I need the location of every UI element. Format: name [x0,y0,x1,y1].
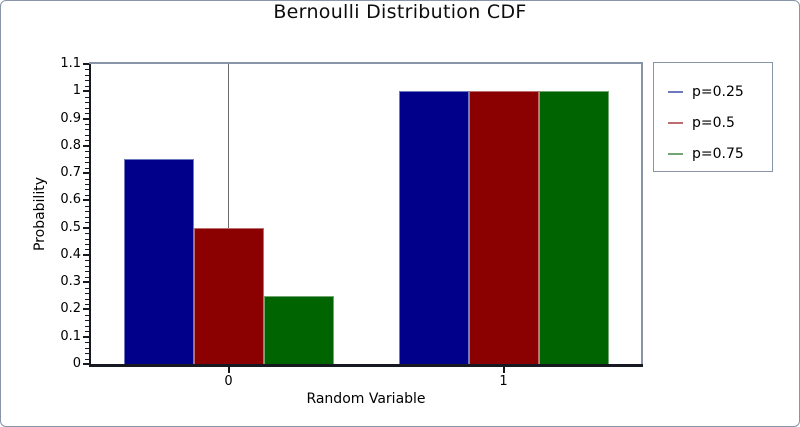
y-tick-label: 0.3 [60,274,81,290]
y-tick [83,199,89,202]
y-minor-tick [85,293,89,295]
y-minor-tick [85,238,89,240]
y-minor-tick [85,113,89,115]
y-minor-tick [85,304,89,305]
y-minor-tick [85,184,89,185]
y-minor-tick [85,233,89,235]
y-minor-tick [85,276,89,278]
origin-gridline [227,64,229,364]
legend-item-label: p=0.25 [692,84,744,100]
top-spine [89,62,643,64]
y-tick [83,90,89,93]
y-tick-label: 0.9 [60,110,81,126]
y-minor-tick [85,151,89,153]
y-tick [83,144,89,147]
y-tick-label: 0.4 [60,246,81,262]
bar-p=0.5-x0 [193,227,264,364]
y-tick-label: 0.6 [60,192,81,208]
y-minor-tick [85,74,89,76]
y-minor-tick [85,134,89,136]
y-minor-tick [85,205,89,207]
y-minor-tick [85,222,89,224]
y-tick [83,335,89,338]
x-tick-label: 1 [499,374,508,389]
y-tick [83,63,89,65]
y-minor-tick [85,314,89,316]
legend-item-label: p=0.5 [692,115,735,131]
y-minor-tick [85,271,89,273]
legend-item-label: p=0.75 [692,146,744,162]
legend-line-swatch [668,153,683,155]
y-minor-tick [85,265,89,267]
y-tick [83,117,89,120]
y-minor-tick [85,140,89,142]
y-minor-tick [85,178,89,180]
y-minor-tick [85,353,89,355]
right-spine [641,62,643,364]
y-tick-label: 0 [72,356,81,371]
y-tick [83,281,89,284]
y-minor-tick [85,69,89,71]
y-minor-tick [85,80,89,82]
y-minor-tick [85,129,89,131]
y-minor-tick [85,298,89,300]
y-minor-tick [85,244,89,245]
y-minor-tick [85,358,89,360]
y-tick-label: 0.2 [60,301,81,317]
y-minor-tick [85,331,89,333]
y-minor-tick [85,342,89,344]
legend-item: p=0.75 [668,145,772,163]
y-minor-tick [85,162,89,164]
y-minor-tick [85,249,89,251]
y-minor-tick [85,347,89,349]
y-minor-tick [85,102,89,104]
y-minor-tick [85,211,89,213]
y-tick-label: 1 [72,83,81,99]
y-minor-tick [85,325,89,327]
y-minor-tick [85,167,89,169]
x-tick-label: 0 [224,374,233,389]
legend-line-swatch [668,122,683,124]
legend-item: p=0.25 [668,83,772,101]
bar-p=0.25-x0 [123,159,194,364]
y-tick [83,253,89,256]
y-minor-tick [85,216,89,218]
y-tick-label: 0.1 [60,328,81,344]
x-tick [227,366,230,373]
x-tick [502,366,505,373]
y-minor-tick [85,260,89,262]
y-minor-tick [85,107,89,109]
y-minor-tick [85,96,89,98]
y-tick [83,172,89,175]
y-minor-tick [85,124,89,125]
y-minor-tick [85,194,89,196]
y-minor-tick [85,189,89,191]
y-tick [83,363,89,365]
y-tick-label: 0.5 [60,219,81,235]
legend-line-swatch [668,91,683,93]
bar-p=0.25-x1 [398,91,469,364]
y-minor-tick [85,156,89,158]
y-tick-label: 0.7 [60,165,81,181]
legend-item: p=0.5 [668,114,772,132]
y-tick [83,226,89,229]
y-tick-label: 0.8 [60,137,81,153]
left-spine [89,64,91,364]
y-minor-tick [85,85,89,87]
y-minor-tick [85,287,89,289]
y-tick [83,308,89,311]
y-minor-tick [85,320,89,322]
x-axis-label: Random Variable [306,391,426,407]
bar-p=0.5-x1 [468,91,539,364]
legend: p=0.25 p=0.5 p=0.75 [653,62,773,172]
bottom-spine [89,364,643,367]
chart-title: Bernoulli Distribution CDF [273,1,527,23]
bar-p=0.75-x1 [538,91,609,364]
bar-p=0.75-x0 [263,295,334,364]
y-tick-label: 1.1 [60,56,81,71]
